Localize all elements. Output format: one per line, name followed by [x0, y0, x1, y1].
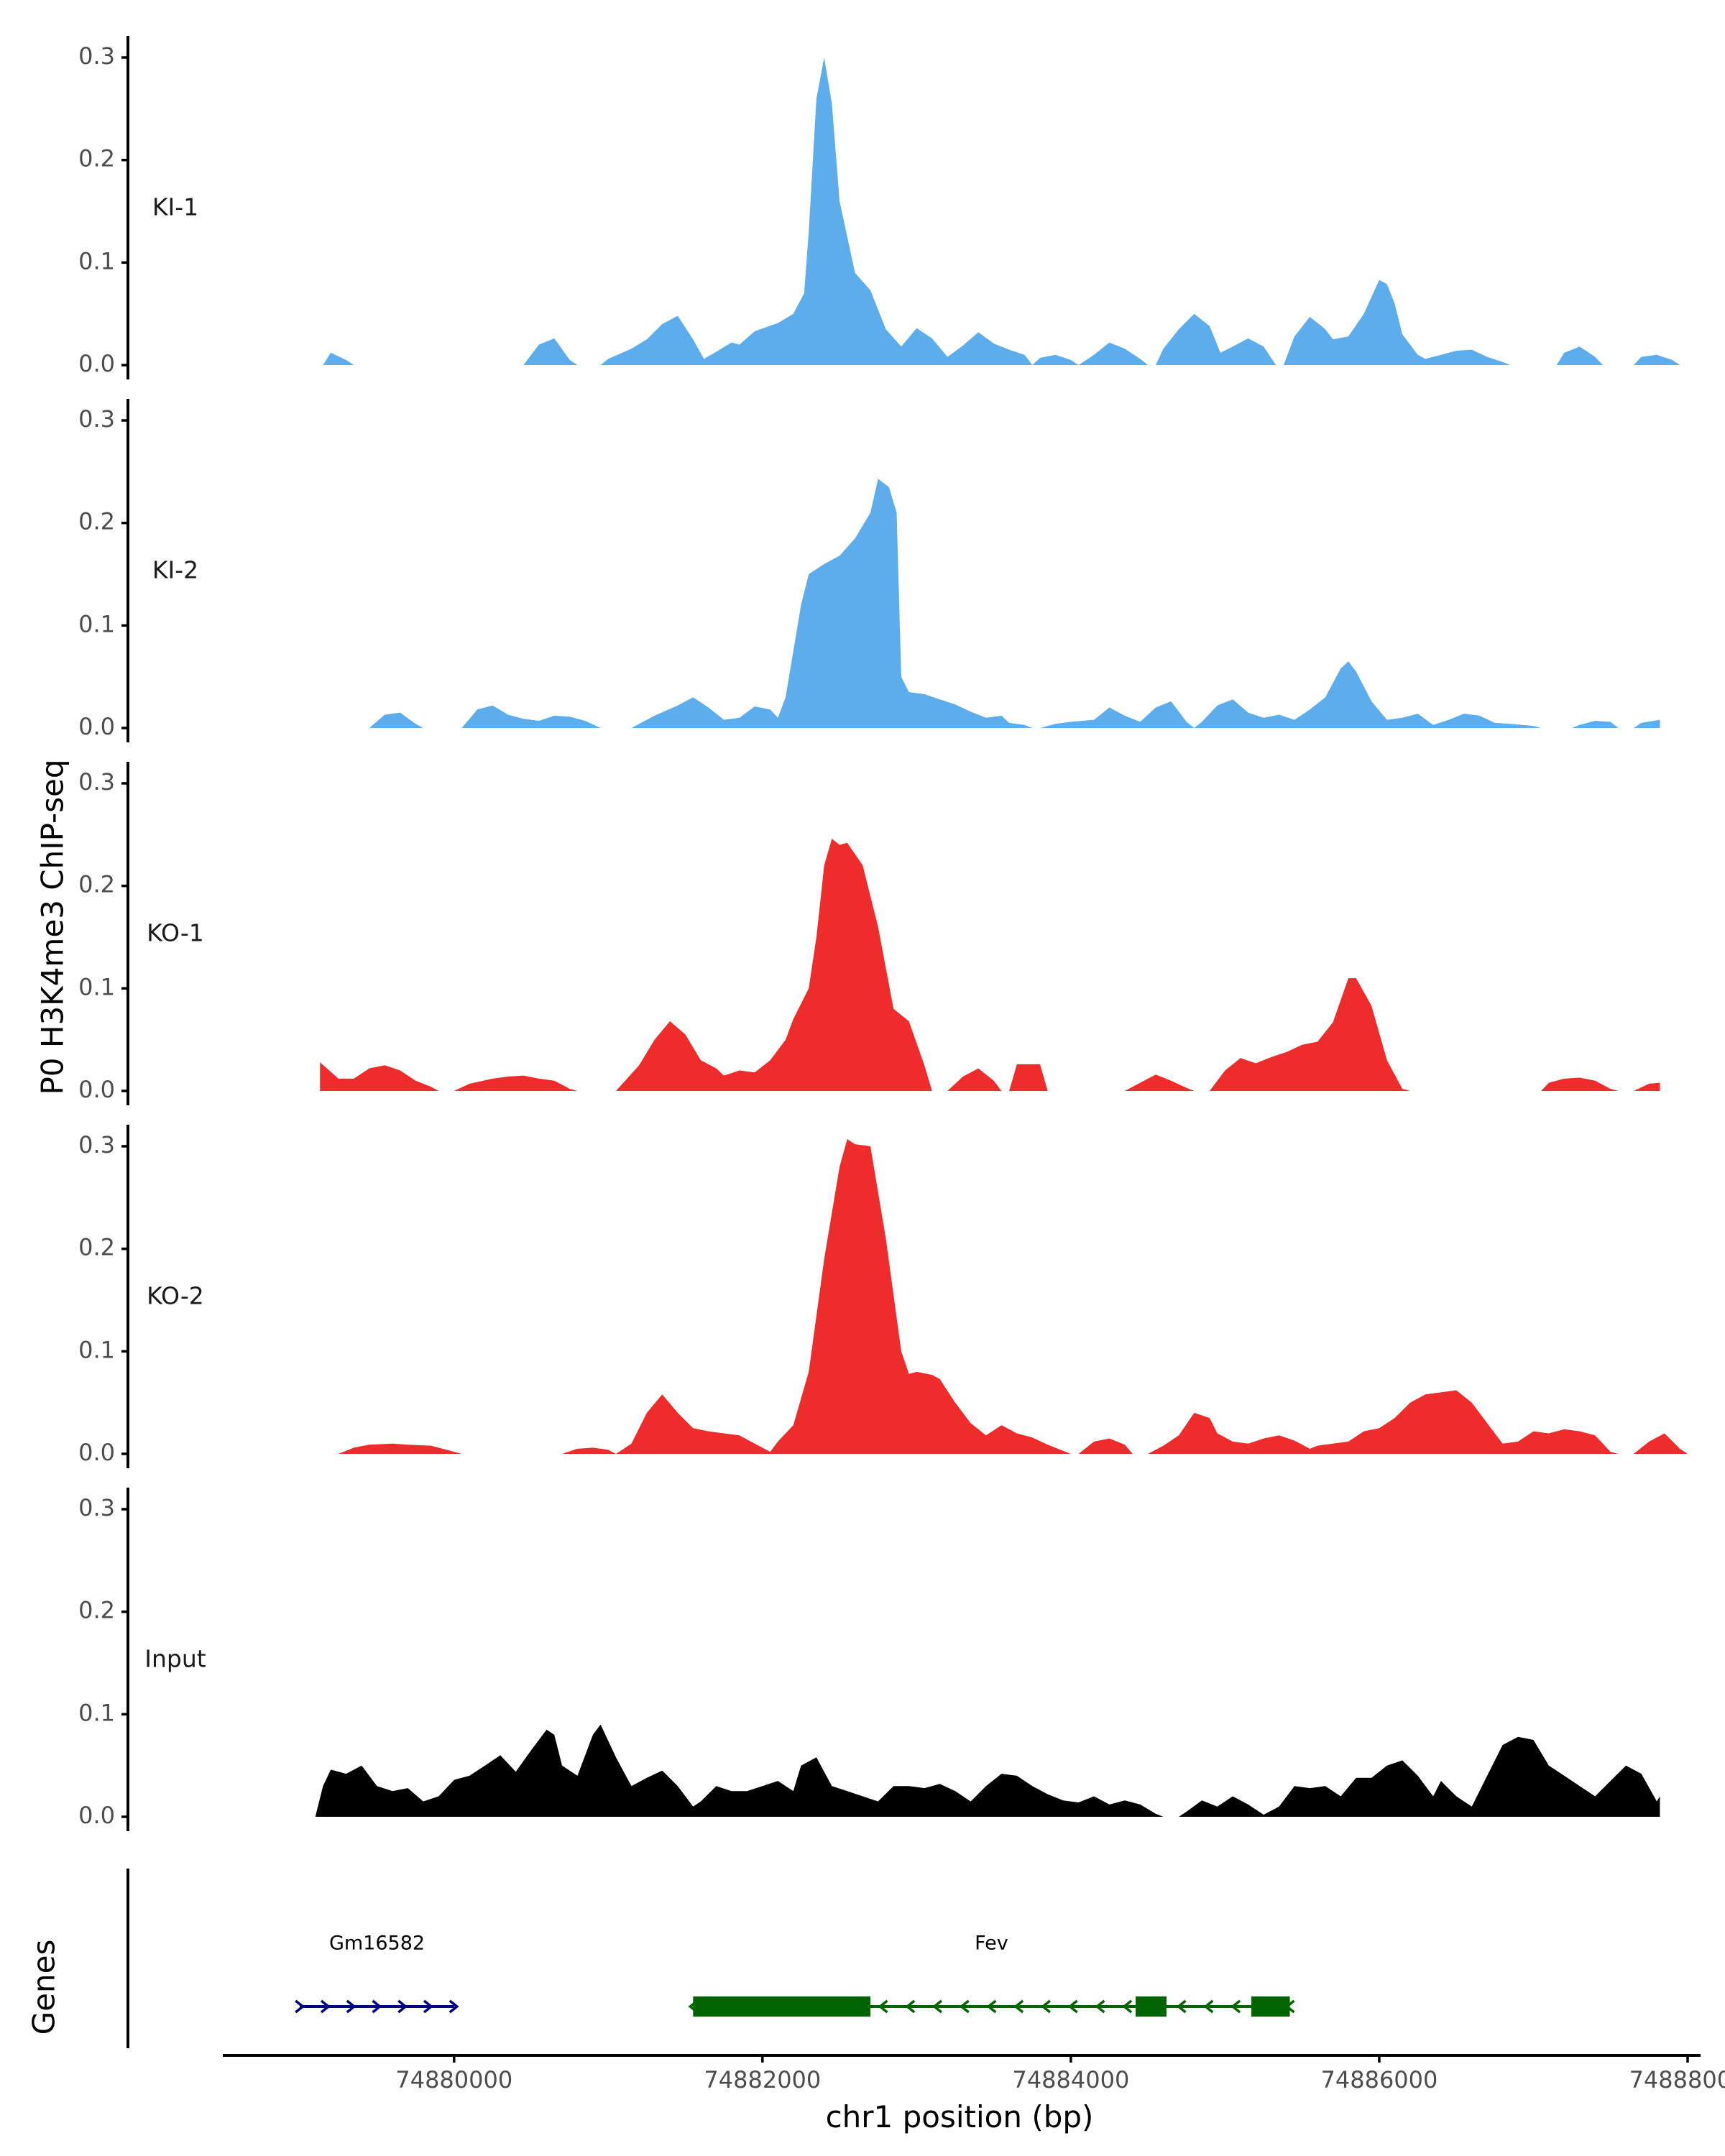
x-tick-label: 74882000	[704, 2066, 821, 2093]
strand-arrow	[320, 1999, 331, 2014]
strand-arrow	[372, 1999, 382, 2014]
y-tick-label: 0.3	[78, 768, 115, 796]
gene-label: Fev	[975, 1932, 1008, 1955]
signal-area	[315, 1724, 1660, 1817]
x-tick-label: 74884000	[1012, 2066, 1129, 2093]
y-tick-label: 0.3	[78, 405, 115, 433]
strand-arrow	[986, 1999, 997, 2014]
track-label: Input	[144, 1645, 206, 1673]
y-tick-label: 0.2	[78, 508, 115, 535]
y-axis-title: P0 H3K4me3 ChIP-seq	[35, 759, 70, 1095]
gene-exon	[693, 1996, 871, 2017]
y-tick-label: 0.0	[78, 713, 115, 740]
y-tick-label: 0.1	[78, 973, 115, 1000]
strand-arrow	[932, 1999, 943, 2014]
y-tick-label: 0.0	[78, 1802, 115, 1829]
track-ko-1: 0.0 0.1 0.2 0.3 KO-1	[78, 762, 1660, 1105]
strand-arrow	[423, 1999, 433, 2014]
strand-arrow	[1013, 1999, 1024, 2014]
x-axis: 74880000 74882000 74884000 74886000 74888000	[223, 2054, 1725, 2093]
strand-arrow	[1041, 1999, 1051, 2014]
strand-arrow	[448, 1999, 459, 2014]
track-label: KO-2	[147, 1282, 204, 1310]
gene-exon	[1251, 1996, 1290, 2017]
track-label: KI-1	[152, 193, 198, 221]
x-tick-label: 74888000	[1629, 2066, 1725, 2093]
strand-arrow	[346, 1999, 356, 2014]
gene-gm16582: Gm16582	[295, 1932, 459, 2014]
y-tick-label: 0.1	[78, 610, 115, 637]
y-tick-label: 0.2	[78, 1597, 115, 1624]
strand-arrow	[295, 1999, 305, 2014]
track-ko-2: 0.0 0.1 0.2 0.3 KO-2	[78, 1125, 1688, 1468]
gene-label: Gm16582	[329, 1932, 425, 1955]
strand-arrow	[878, 1999, 888, 2014]
track-label: KI-2	[152, 556, 198, 584]
y-tick-label: 0.2	[78, 871, 115, 898]
y-tick-label: 0.1	[78, 247, 115, 275]
y-tick-label: 0.1	[78, 1699, 115, 1726]
x-axis-title: chr1 position (bp)	[826, 2099, 1094, 2134]
strand-arrow	[959, 1999, 970, 2014]
y-tick-label: 0.3	[78, 1494, 115, 1521]
strand-arrow	[1095, 1999, 1105, 2014]
strand-arrow	[397, 1999, 408, 2014]
strand-arrow	[905, 1999, 916, 2014]
y-tick-label: 0.3	[78, 42, 115, 70]
y-tick-label: 0.0	[78, 1076, 115, 1103]
strand-arrow	[1203, 1999, 1214, 2014]
track-input: 0.0 0.1 0.2 0.3 Input	[78, 1488, 1660, 1831]
y-tick-label: 0.2	[78, 1234, 115, 1261]
track-ki-1: 0.0 0.1 0.2 0.3 KI-1	[78, 36, 1680, 379]
track-ki-2: 0.0 0.1 0.2 0.3 KI-2	[78, 399, 1660, 742]
strand-arrow	[1122, 1999, 1133, 2014]
x-tick-label: 74880000	[395, 2066, 512, 2093]
y-tick-label: 0.0	[78, 1439, 115, 1466]
y-tick-label: 0.3	[78, 1131, 115, 1158]
gene-exon	[1135, 1996, 1167, 2017]
gene-fev: Fev	[688, 1932, 1295, 2017]
strand-arrow	[1230, 1999, 1241, 2014]
signal-tracks: 0.00.10.20.3KI-10.00.10.20.3KI-20.00.10.…	[78, 36, 1688, 1831]
x-tick-label: 74886000	[1321, 2066, 1438, 2093]
genes-panel: Gm16582 Fev	[126, 1869, 1295, 2048]
genes-axis-title: Genes	[27, 1940, 62, 2035]
y-tick-label: 0.0	[78, 350, 115, 377]
y-tick-label: 0.2	[78, 145, 115, 172]
strand-arrow	[1176, 1999, 1187, 2014]
track-label: KO-1	[147, 919, 204, 947]
y-tick-label: 0.1	[78, 1336, 115, 1363]
strand-arrow	[1067, 1999, 1078, 2014]
